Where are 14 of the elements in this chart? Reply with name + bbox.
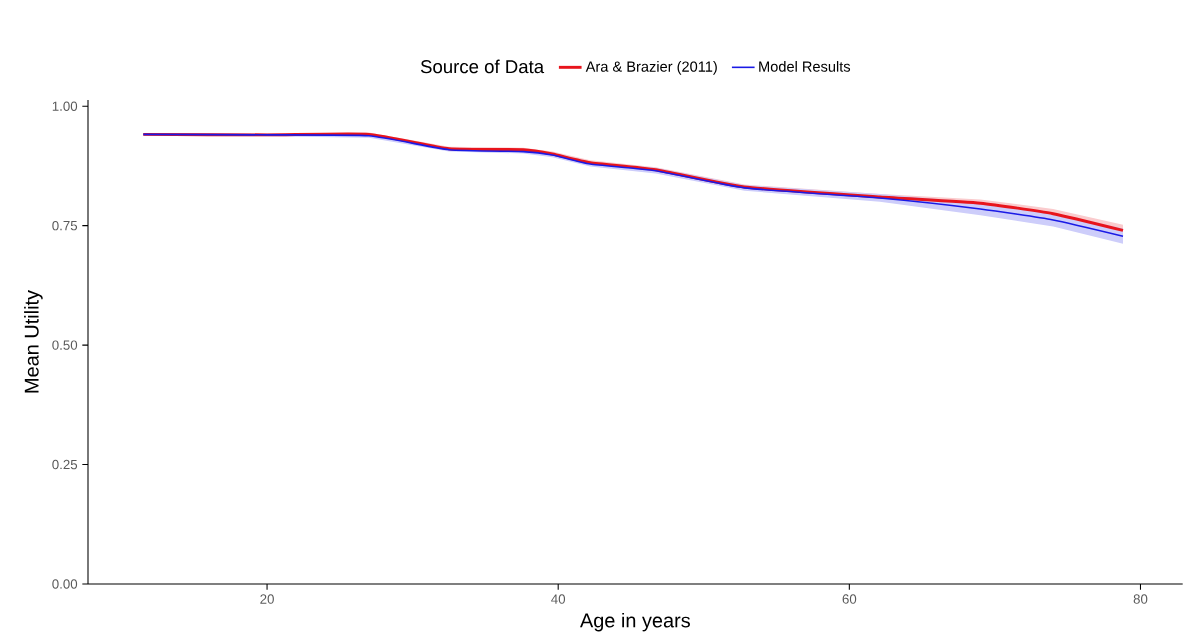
y-tick-label: 0.00 [52, 579, 78, 589]
y-tick-label: 0.75 [52, 220, 78, 231]
y-tick-label: 0.25 [52, 459, 78, 470]
y-tick-label: 1.00 [52, 101, 78, 111]
x-tick-label: 60 [842, 594, 857, 604]
legend-label: Model Results [759, 61, 851, 72]
legend-label: Ara & Brazier (2011) [585, 61, 717, 75]
x-tick-label: 20 [260, 594, 274, 604]
x-tick-label: 80 [1133, 594, 1148, 604]
legend-title: Source of Data [420, 59, 545, 74]
x-tick-label: 40 [551, 594, 566, 604]
y-axis-title: Mean Utility [24, 290, 43, 393]
x-axis-title: Age in years [580, 612, 690, 632]
y-tick-label: 0.50 [52, 340, 78, 350]
